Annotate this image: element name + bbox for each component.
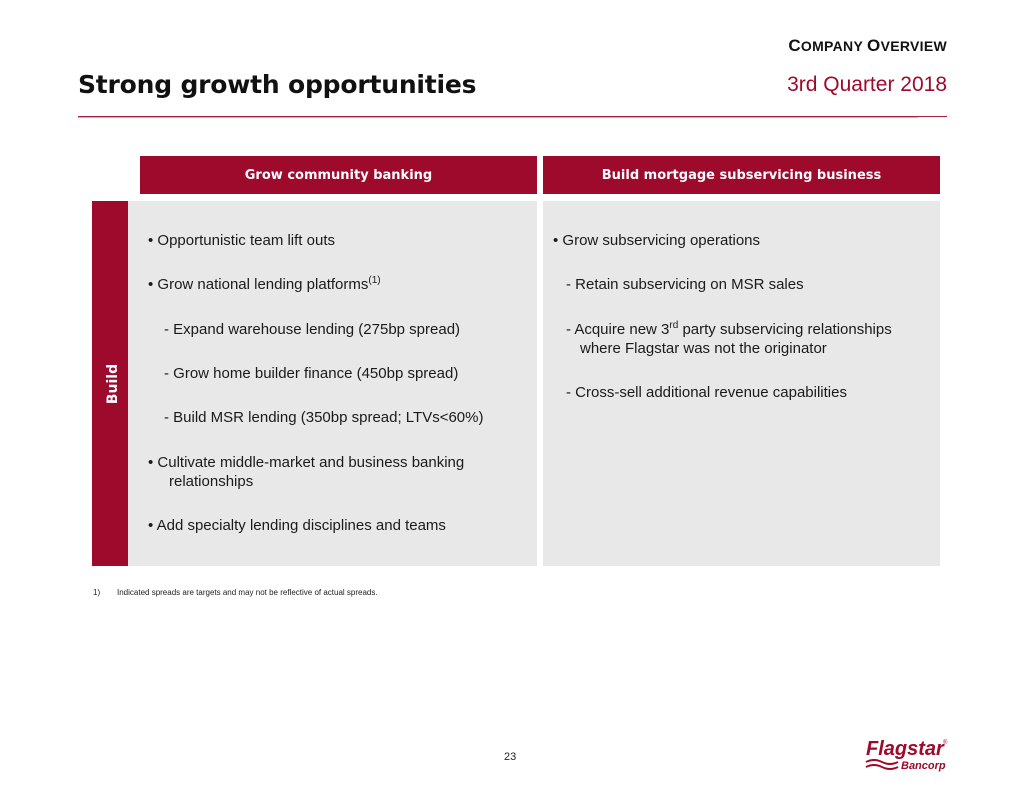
right-subitem-cross-sell: - Cross-sell additional revenue capabili… <box>566 384 847 401</box>
build-side-tab: Build <box>92 201 134 566</box>
svg-text:®: ® <box>943 739 948 746</box>
footnote-text: Indicated spreads are targets and may no… <box>117 588 378 597</box>
left-item-middle-market-line1: • Cultivate middle-market and business b… <box>148 454 465 471</box>
page-title: Strong growth opportunities <box>78 70 477 99</box>
right-subitem-acquire: - Acquire new 3rd party subservicing rel… <box>566 320 892 358</box>
page-number: 23 <box>504 751 517 763</box>
section-label: COMPANY OVERVIEW <box>788 36 947 55</box>
footnote: 1) Indicated spreads are targets and may … <box>93 588 378 597</box>
left-column-header: Grow community banking <box>140 156 537 194</box>
left-subitem-home-builder: - Grow home builder finance (450bp sprea… <box>164 365 459 382</box>
left-subitem-warehouse: - Expand warehouse lending (275bp spread… <box>164 321 461 338</box>
right-subitem-retain: - Retain subservicing on MSR sales <box>566 276 804 293</box>
footnote-number: 1) <box>93 588 101 597</box>
left-item-specialty-lending: • Add specialty lending disciplines and … <box>148 517 446 534</box>
left-panel <box>134 201 537 566</box>
left-item-team-lift-outs: • Opportunistic team lift outs <box>148 232 335 249</box>
right-item-subservicing-ops: • Grow subservicing operations <box>553 232 761 249</box>
svg-text:Bancorp: Bancorp <box>901 760 946 772</box>
svg-text:Flagstar: Flagstar <box>866 738 945 760</box>
title-divider-shadow <box>78 117 918 118</box>
right-subitem-acquire-line1: - Acquire new 3rd party subservicing rel… <box>566 320 892 339</box>
right-column-header: Build mortgage subservicing business <box>543 156 940 194</box>
title-divider <box>78 116 947 117</box>
side-tab-notch <box>128 201 134 566</box>
left-subitem-msr-lending: - Build MSR lending (350bp spread; LTVs<… <box>164 409 484 426</box>
flagstar-logo-mark: Flagstar ® Bancorp <box>865 738 948 772</box>
period-label: 3rd Quarter 2018 <box>787 73 947 96</box>
right-panel <box>543 201 940 566</box>
left-item-middle-market: • Cultivate middle-market and business b… <box>148 453 464 491</box>
flagstar-logo: Flagstar ® Bancorp <box>864 735 949 780</box>
left-item-middle-market-line2: relationships <box>169 473 254 490</box>
left-item-national-lending: • Grow national lending platforms(1) <box>148 275 381 294</box>
right-subitem-acquire-line2: where Flagstar was not the originator <box>580 340 827 357</box>
footnote-ref: (1) <box>368 275 381 286</box>
side-tab-label: Build <box>105 363 121 404</box>
left-item-national-lending-text: • Grow national lending platforms <box>148 276 369 293</box>
